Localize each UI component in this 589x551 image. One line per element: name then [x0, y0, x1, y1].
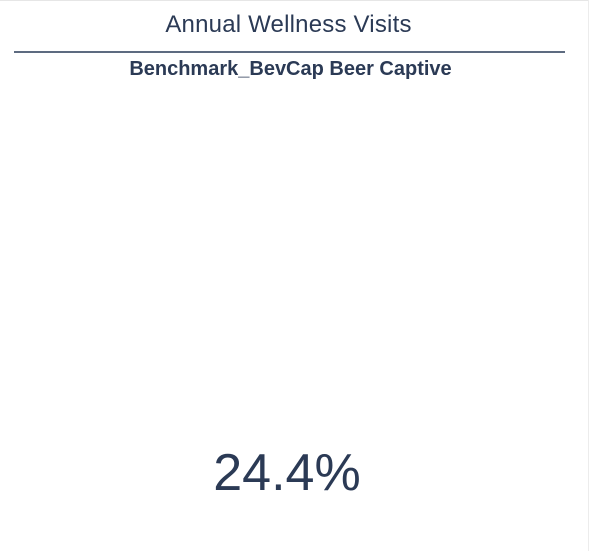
page-title: Annual Wellness Visits	[0, 9, 577, 41]
kpi-value: 24.4%	[0, 440, 574, 506]
page-subtitle: Benchmark_BevCap Beer Captive	[0, 56, 581, 82]
top-border	[0, 0, 589, 1]
title-divider	[14, 51, 565, 53]
